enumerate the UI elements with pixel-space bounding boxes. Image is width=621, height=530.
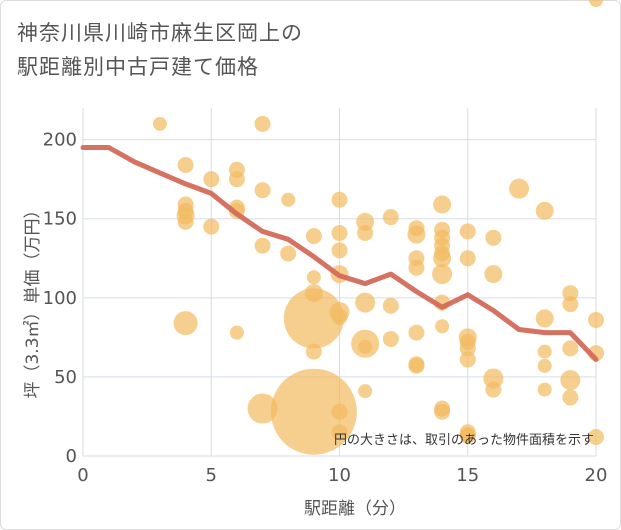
- bubble-point: [355, 292, 376, 313]
- bubble-point: [358, 384, 373, 399]
- x-axis-title: 駅距離（分）: [304, 499, 406, 519]
- bubble-point: [173, 311, 198, 336]
- bubble-point: [588, 429, 604, 446]
- x-tick-label: 5: [206, 465, 217, 486]
- y-tick-label: 0: [66, 446, 77, 467]
- bubble-point: [331, 242, 348, 259]
- bubble-point: [535, 309, 554, 328]
- bubble-point: [305, 228, 322, 245]
- y-tick-label: 150: [43, 209, 77, 230]
- bubble-point: [203, 218, 220, 235]
- chart-title-line-1: 神奈川県川崎市麻生区岡上の: [17, 21, 303, 45]
- bubble-point: [588, 311, 604, 328]
- bubble-point: [459, 223, 476, 240]
- bubble-point: [254, 237, 271, 254]
- bubble-point: [177, 213, 194, 230]
- y-tick-label: 50: [54, 367, 77, 388]
- bubble-point: [408, 259, 425, 276]
- bubble-point: [382, 330, 399, 347]
- bubble-point: [247, 393, 278, 424]
- bubble-point: [562, 285, 579, 302]
- bubble-size-note: 円の大きさは、取引のあった物件面積を示す: [334, 433, 594, 448]
- bubble-point: [280, 245, 297, 262]
- x-tick-label: 15: [456, 465, 479, 486]
- bubble-point: [433, 195, 452, 214]
- line-series: [80, 145, 599, 362]
- bubble-point: [254, 182, 271, 199]
- bubble-point: [306, 270, 321, 285]
- bubble-point: [331, 403, 348, 420]
- bubble-point: [485, 381, 502, 398]
- x-tick-label: 10: [328, 465, 351, 486]
- bubble-point: [177, 202, 194, 219]
- bubble-point: [382, 297, 399, 314]
- bubble-point: [509, 178, 530, 199]
- bubble-point: [304, 284, 323, 303]
- bubble-point: [485, 229, 502, 246]
- bubble-point: [331, 308, 348, 325]
- bubble-point: [203, 171, 220, 188]
- bubble-point: [305, 343, 322, 360]
- bubble-point: [459, 340, 476, 357]
- bubble-point: [228, 171, 245, 188]
- bubble-point: [434, 403, 451, 420]
- bubble-point: [358, 339, 373, 354]
- bubble-point: [408, 357, 425, 374]
- x-tick-label: 0: [77, 465, 88, 486]
- bubble-point: [435, 319, 450, 334]
- y-tick-labels: 0 50 100 150 200: [43, 130, 77, 467]
- bubble-point: [562, 340, 579, 357]
- bubble-point: [281, 192, 296, 207]
- x-tick-labels: 0 5 10 15 20: [77, 465, 607, 486]
- y-axis-title: 坪（3.3㎡）単価（万円）: [23, 201, 43, 398]
- bubble-point: [432, 264, 453, 285]
- bubble-point: [535, 201, 554, 220]
- bubble-point: [283, 288, 344, 349]
- bubble-point: [152, 116, 167, 131]
- bubble-series: [152, 0, 604, 455]
- bubble-point: [537, 382, 552, 397]
- y-tick-label: 100: [43, 288, 77, 309]
- bubble-point: [434, 245, 451, 262]
- bubble-point: [560, 370, 581, 391]
- bubble-point: [459, 351, 476, 368]
- bubble-point: [459, 427, 476, 444]
- bubble-point: [331, 191, 348, 208]
- bubble-point: [562, 296, 579, 313]
- bubble-point: [408, 324, 425, 341]
- chart-title-line-2: 駅距離別中古戸建て価格: [17, 55, 259, 79]
- average-price-line: [80, 145, 599, 362]
- bubble-point: [589, 0, 603, 7]
- chart-title: 神奈川県川崎市麻生区岡上の 駅距離別中古戸建て価格: [17, 16, 303, 84]
- bubble-point: [537, 358, 552, 373]
- bubble-point: [177, 156, 194, 173]
- y-tick-label: 200: [43, 130, 77, 151]
- bubble-point: [562, 389, 579, 406]
- bubble-point: [357, 224, 374, 241]
- bubble-point: [331, 224, 348, 241]
- bubble-point: [537, 344, 552, 359]
- bubble-point: [408, 220, 425, 237]
- bubble-point: [254, 115, 271, 132]
- bubble-point: [331, 424, 348, 441]
- x-tick-label: 20: [585, 465, 608, 486]
- bubble-point: [229, 325, 244, 340]
- bubble-point: [459, 250, 476, 267]
- bubble-point: [382, 209, 399, 226]
- bubble-point: [484, 265, 503, 284]
